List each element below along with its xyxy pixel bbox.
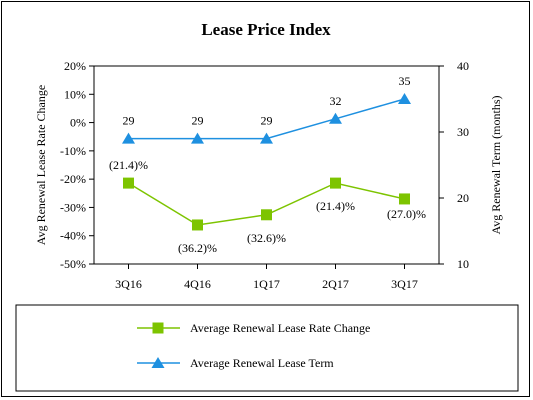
x-tick-label: 3Q16: [115, 277, 142, 291]
lease-term-point: [398, 93, 411, 104]
legend: Average Renewal Lease Rate Change Average…: [137, 321, 370, 370]
legend-label: Average Renewal Lease Term: [190, 356, 334, 370]
axes-layer: 20% 10% 0% -10% -20% -30% -40% -50% 40 30 20 10 3Q16…: [60, 59, 469, 291]
data-label: (32.6)%: [247, 231, 286, 245]
rate-change-point: [399, 193, 410, 205]
legend-label: Average Renewal Lease Rate Change: [190, 321, 370, 335]
x-tick-label: 3Q17: [391, 277, 418, 291]
y-right-tick-label: 40: [457, 59, 469, 73]
legend-marker: [151, 357, 165, 368]
rate-change-point: [123, 177, 134, 189]
chart-title: Lease Price Index: [201, 20, 331, 39]
legend-marker: [152, 322, 164, 334]
x-tick-label: 4Q16: [184, 277, 211, 291]
y-axis-left-label: Avg Renewal Lease Rate Change: [34, 85, 48, 245]
data-label: 29: [123, 114, 135, 128]
series-layer: [122, 93, 411, 231]
x-tick-label: 2Q17: [322, 277, 349, 291]
y-left-tick-label: -40%: [60, 229, 86, 243]
rate-change-point: [330, 177, 341, 189]
lease-term-point: [191, 132, 204, 144]
y-left-tick-label: -50%: [60, 257, 86, 271]
y-axis-right-label: Avg Renewal Term (months): [489, 95, 503, 234]
data-label: 29: [192, 114, 204, 128]
lease-term-point: [122, 132, 135, 144]
y-left-tick-label: 0%: [70, 116, 86, 130]
data-label: 29: [261, 114, 273, 128]
lease-term-point: [329, 112, 342, 124]
y-left-tick-label: -10%: [60, 144, 86, 158]
y-left-tick-label: 10%: [64, 87, 86, 101]
data-label: (27.0)%: [387, 207, 426, 221]
y-right-tick-label: 10: [457, 257, 469, 271]
data-label: (21.4)%: [109, 158, 148, 172]
y-left-tick-label: -20%: [60, 172, 86, 186]
y-left-tick-label: 20%: [64, 59, 86, 73]
rate-change-point: [261, 209, 272, 221]
data-label: 32: [330, 94, 342, 108]
legend-box: [15, 304, 519, 392]
data-labels-layer: (21.4)% (36.2)% (32.6)% (21.4)% (27.0)% 29 29 2…: [109, 74, 426, 255]
y-right-tick-label: 20: [457, 191, 469, 205]
y-left-tick-label: -30%: [60, 200, 86, 214]
lease-term-point: [260, 132, 273, 144]
data-label: (36.2)%: [178, 241, 217, 255]
x-tick-label: 1Q17: [253, 277, 280, 291]
data-label: 35: [399, 74, 411, 88]
data-label: (21.4)%: [316, 199, 355, 213]
rate-change-point: [192, 219, 203, 231]
y-right-tick-label: 30: [457, 125, 469, 139]
